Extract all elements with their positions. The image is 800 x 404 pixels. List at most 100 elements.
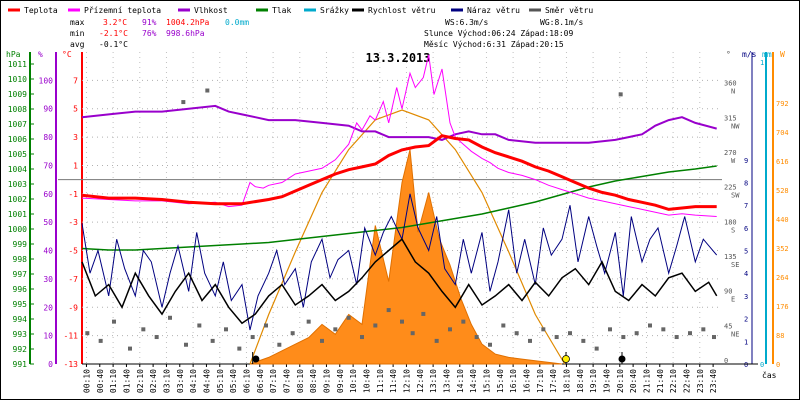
x-tick-label: 08:40 [309, 369, 318, 393]
sunset-marker [562, 355, 570, 363]
wind-direction-point [618, 92, 623, 97]
stat-max-temp: 3.2°C [103, 18, 127, 27]
humidity-tick-label: 40 [43, 247, 53, 256]
x-tick-label: 05:40 [229, 369, 238, 393]
x-tick-label: 13:10 [429, 369, 438, 393]
dir-tick-name: S [731, 226, 735, 234]
x-tick-label: 16:40 [522, 369, 531, 393]
stat-moon: Měsíc Východ:6:31 Západ:20:15 [424, 40, 564, 49]
solar-tick-label: 88 [776, 332, 784, 340]
dir-tick-name: SW [731, 192, 740, 200]
stat-min-pressure: 998.6hPa [166, 29, 205, 38]
wind-direction-point [661, 327, 666, 332]
wind-tick-label: 4 [744, 270, 748, 278]
wind-direction-point [360, 335, 364, 340]
wind-direction-point [514, 331, 519, 336]
hpa-tick-label: 994 [13, 315, 28, 324]
hpa-tick-label: 1010 [8, 75, 27, 84]
wind-direction-point [306, 319, 311, 324]
wind-direction-point [568, 331, 572, 336]
stat-max-pressure: 1004.2hPa [166, 18, 210, 27]
hpa-tick-label: 1000 [8, 225, 27, 234]
wind-tick-label: 2 [744, 316, 748, 324]
wind-gust-line [81, 193, 718, 331]
temp-tick-label: -13 [64, 360, 79, 369]
wind-direction-point [205, 88, 210, 93]
wind-direction-point [541, 327, 546, 332]
wind-direction-point [250, 335, 255, 340]
wind-direction-point [264, 323, 268, 328]
wind-direction-point [634, 331, 639, 336]
temp-tick-label: -9 [68, 303, 78, 312]
pressure-line [81, 165, 717, 251]
hpa-tick-label: 1008 [8, 105, 27, 114]
hpa-tick-label: 1007 [8, 120, 27, 129]
wind-speed-line [81, 238, 718, 325]
wind-direction-points [85, 88, 716, 351]
wind-direction-point [448, 327, 452, 332]
chart-title: 13.3.2013 [365, 51, 430, 65]
wind-direction-point [528, 338, 532, 343]
hpa-tick-label: 998 [13, 255, 28, 264]
ground-temperature-line [81, 54, 717, 217]
wind-direction-point [224, 327, 228, 332]
wind-direction-point [320, 338, 324, 343]
wind-direction-point [674, 335, 679, 340]
temp-tick-label: 1 [73, 161, 78, 170]
x-tick-label: 22:40 [682, 369, 691, 393]
wind-direction-point [608, 327, 612, 332]
wind-unit: m/s [742, 50, 757, 59]
solar-max-curve [249, 109, 566, 365]
x-tick-label: 20:40 [629, 369, 638, 393]
x-tick-label: 07:10 [269, 369, 278, 393]
wind-direction-point [434, 338, 439, 343]
hpa-tick-label: 999 [13, 240, 28, 249]
ground-temperature-path [81, 54, 717, 217]
hpa-tick-label: 993 [13, 330, 28, 339]
temp-tick-label: 7 [73, 76, 78, 85]
x-tick-label: 20:10 [616, 369, 625, 393]
hpa-tick-label: 1003 [8, 180, 27, 189]
dir-tick-label: 135 [724, 253, 737, 261]
temp-tick-label: 5 [73, 105, 78, 114]
x-tick-label: 23:10 [696, 369, 705, 393]
legend: Teplota Přízemní teplota Vlhkost Tlak Srážky… [8, 6, 593, 15]
x-tick-label: 01:10 [109, 369, 118, 393]
dir-tick-label: 0 [724, 357, 728, 365]
hpa-tick-label: 997 [13, 270, 28, 279]
stat-max-rain: 0.0mm [225, 18, 249, 27]
solar-tick-label: 792 [776, 100, 789, 108]
x-tick-label: 03:40 [176, 369, 185, 393]
wind-direction-point [333, 327, 338, 332]
x-tick-label: 00:10 [82, 369, 91, 393]
wind-direction-point [197, 323, 202, 328]
hpa-tick-label: 1011 [8, 60, 27, 69]
wind-direction-point [237, 346, 242, 351]
hpa-tick-label: 995 [13, 300, 28, 309]
humidity-tick-label: 50 [43, 218, 53, 227]
x-tick-label: 18:10 [562, 369, 571, 393]
x-tick-label: 05:10 [216, 369, 225, 393]
rain-axis: mm10 [760, 50, 772, 369]
stat-wind-speed: WS:6.3m/s [445, 18, 489, 27]
x-tick-label: 02:10 [136, 369, 145, 393]
wind-speed-axis: m/s 9 8 7 6 5 4 3 2 1 0 [742, 50, 757, 369]
legend-label: Srážky [320, 6, 349, 15]
wind-direction-point [98, 338, 103, 343]
stat-max-label: max [70, 18, 85, 27]
solar-tick-label: 704 [776, 129, 789, 137]
x-tick-label: 11:40 [389, 369, 398, 393]
stat-min-temp: -2.1°C [99, 29, 128, 38]
dir-tick-label: 45 [724, 322, 732, 330]
wind-direction-point [277, 342, 282, 347]
solar-tick-label: 264 [776, 274, 789, 282]
humidity-tick-label: 60 [43, 190, 53, 199]
x-tick-label: 07:40 [282, 369, 291, 393]
dir-tick-label: 180 [724, 218, 737, 226]
temp-unit: °C [62, 50, 72, 59]
x-axis-label: čas [762, 370, 777, 380]
solar-tick-label: 176 [776, 303, 789, 311]
humidity-tick-label: 70 [43, 161, 53, 170]
x-tick-label: 23:40 [709, 369, 718, 393]
